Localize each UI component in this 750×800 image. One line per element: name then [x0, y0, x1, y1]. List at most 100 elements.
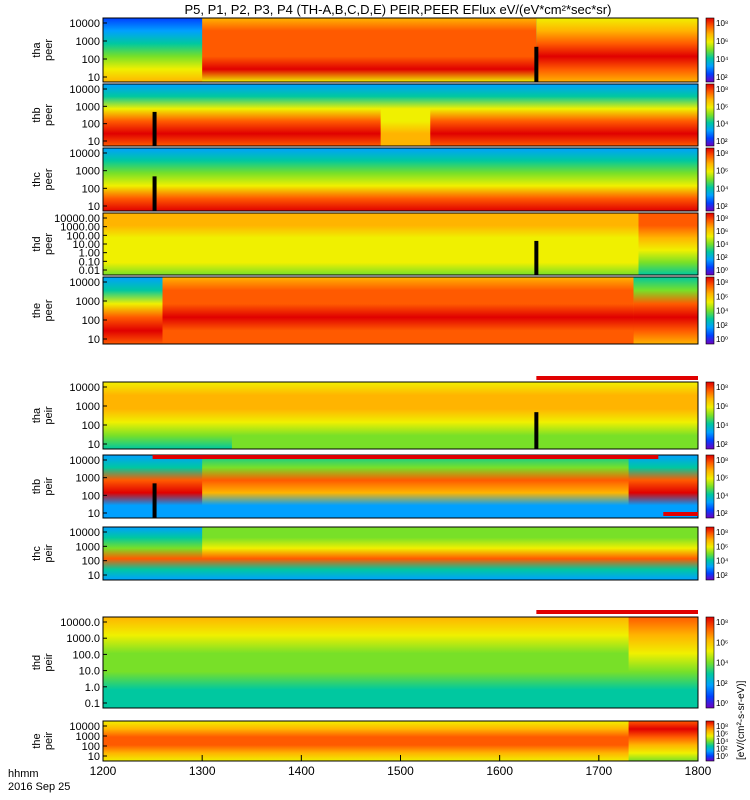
colorbar-tick-the-peer-1: 10⁶	[716, 292, 728, 301]
y-tick-label-thd-peer-4: 1.00	[79, 248, 100, 260]
colorbar-tick-thc-peer-0: 10⁸	[716, 149, 728, 158]
y-tick-label-thd-peir-0: 10000.0	[60, 617, 100, 629]
spectrogram-tha-peer-segment-0	[202, 18, 537, 82]
y-tick-label-thc-peir-0: 10000	[69, 527, 100, 539]
y-tick-label-thc-peer-2: 100	[82, 183, 100, 195]
y-tick-label-thb-peir-2: 100	[82, 490, 100, 502]
colorbar-tick-thd-peer-4: 10⁰	[716, 266, 728, 275]
colorbar-tick-the-peer-3: 10²	[716, 321, 728, 330]
y-label-thd-peer-probe: thd	[31, 236, 43, 251]
panel-thd-peir: 10000.0 1000.0 100.0 10.0 1.0 0.1 thd peir 10⁸ 10…	[31, 610, 729, 710]
y-tick-label-thb-peir-1: 1000	[76, 473, 100, 485]
y-label-tha-peer-probe: tha	[31, 41, 43, 57]
y-label-thc-peer-instrument: peer	[43, 168, 55, 190]
y-label-tha-peir-instrument: peir	[43, 406, 55, 425]
data-gap-thd-peer	[534, 240, 539, 275]
y-label-the-peir-probe: the	[31, 733, 43, 748]
colorbar-tick-thc-peer-2: 10⁴	[716, 184, 729, 193]
chart-title: P5, P1, P2, P3, P4 (TH-A,B,C,D,E) PEIR,P…	[185, 2, 612, 17]
colorbar-tick-thd-peir-3: 10²	[716, 679, 728, 688]
colorbar-tick-the-peer-0: 10⁸	[716, 278, 728, 287]
y-label-thc-peir-probe: thc	[31, 546, 43, 561]
panel-thb-peer: 10000 1000 100 10 thb peer 10⁸ 10⁶ 10⁴ 10²	[31, 83, 729, 148]
panel-frame-thc-peir	[102, 526, 699, 581]
spectrogram-tha-peir-segment-0	[231, 382, 698, 449]
y-tick-label-thc-peir-1: 1000	[76, 541, 100, 553]
colorbar-thd-peer	[705, 212, 715, 276]
colorbar-tick-thb-peir-3: 10²	[716, 509, 728, 518]
colorbar-tick-the-peir-3: 10²	[716, 745, 728, 754]
colorbar-tick-thb-peer-2: 10⁴	[716, 120, 729, 129]
y-tick-label-the-peir-2: 100	[82, 741, 100, 753]
spectrogram-thc-peir-segment-0	[202, 527, 698, 580]
x-tick-label-1600: 1600	[486, 764, 513, 778]
panel-frame-thc-peer	[102, 147, 699, 212]
y-tick-label-thd-peir-1: 1000.0	[66, 633, 100, 645]
y-tick-label-thd-peer-5: 0.10	[79, 256, 100, 268]
y-tick-label-tha-peer-2: 100	[82, 54, 100, 66]
colorbar-tha-peir	[705, 381, 715, 450]
data-gap-tha-peir	[534, 412, 539, 449]
colorbar-tick-the-peir-4: 10⁰	[716, 752, 728, 761]
colorbar-thb-peer	[705, 83, 715, 147]
colorbar-thb-peir	[705, 454, 715, 519]
y-tick-label-thc-peer-0: 10000	[69, 148, 100, 160]
spectrogram-thd-peer-background	[103, 213, 698, 275]
colorbar-tick-tha-peir-3: 10²	[716, 440, 728, 449]
colorbar-tick-tha-peer-2: 10⁴	[716, 55, 729, 64]
colorbar-tick-tha-peir-2: 10⁴	[716, 421, 729, 430]
colorbar-tick-thc-peir-1: 10⁶	[716, 542, 728, 551]
colorbar-tick-thd-peer-1: 10⁶	[716, 227, 728, 236]
y-tick-label-thd-peir-4: 1.0	[85, 682, 100, 694]
x-tick-label-1800: 1800	[685, 764, 712, 778]
colorbar-tick-thd-peir-2: 10⁴	[716, 659, 729, 668]
spectrogram-the-peir-background	[103, 721, 698, 761]
colorbar-tick-thd-peir-0: 10⁸	[716, 618, 728, 627]
y-tick-label-thb-peer-0: 10000	[69, 84, 100, 96]
panel-tha-peer: 10000 1000 100 10 tha peer 10⁸ 10⁶ 10⁴ 10²	[31, 17, 729, 84]
panel-frame-thd-peir	[102, 616, 699, 709]
colorbar-tick-thd-peer-0: 10⁸	[716, 214, 728, 223]
y-label-thb-peir-instrument: peir	[43, 477, 55, 496]
colorbar-tha-peer	[705, 17, 715, 83]
panel-the-peer: 10000 1000 100 10 the peer 10⁸ 10⁶ 10⁴ 10² 10⁰	[31, 276, 729, 346]
y-tick-label-thc-peer-1: 1000	[76, 166, 100, 178]
y-tick-label-thd-peer-3: 10.00	[72, 239, 100, 251]
y-tick-label-thd-peir-5: 0.1	[85, 698, 100, 710]
panel-frame-the-peer	[102, 276, 699, 345]
y-tick-label-the-peir-1: 1000	[76, 731, 100, 743]
panel-thb-peir: 10000 1000 100 10 thb peir 10⁸ 10⁶ 10⁴ 10²	[31, 454, 729, 520]
flag-bar-tha-peir	[536, 376, 698, 380]
flag-bar-thb-peir	[152, 455, 659, 459]
colorbar-tick-thb-peir-0: 10⁸	[716, 456, 728, 465]
panel-frame-tha-peer	[102, 17, 699, 83]
x-tick-label-1300: 1300	[189, 764, 216, 778]
y-tick-label-thd-peir-3: 10.0	[79, 666, 100, 678]
data-gap-thb-peer	[152, 111, 157, 146]
y-tick-label-the-peer-3: 10	[88, 334, 100, 346]
colorbar-tick-tha-peir-1: 10⁶	[716, 402, 728, 411]
colorbar-tick-thb-peer-1: 10⁶	[716, 102, 728, 111]
y-tick-label-thd-peer-2: 100.00	[66, 230, 100, 242]
y-label-the-peir-instrument: peir	[43, 731, 55, 750]
colorbar-tick-tha-peer-1: 10⁶	[716, 37, 728, 46]
spectrogram-thc-peer-background	[103, 148, 698, 211]
y-label-thd-peir-probe: thd	[31, 655, 43, 670]
flag-bar-thc-peir	[663, 512, 698, 516]
colorbar-the-peir	[705, 720, 715, 762]
y-label-thd-peer-instrument: peer	[43, 233, 55, 255]
y-tick-label-tha-peir-0: 10000	[69, 382, 100, 394]
y-tick-label-tha-peer-1: 1000	[76, 36, 100, 48]
colorbar-tick-thc-peer-1: 10⁶	[716, 167, 728, 176]
panel-thc-peer: 10000 1000 100 10 thc peer 10⁸ 10⁶ 10⁴ 10²	[31, 147, 729, 213]
spectrogram-the-peer-segment-1	[633, 277, 698, 344]
colorbar-tick-thb-peer-3: 10²	[716, 137, 728, 146]
data-gap-thc-peer	[152, 176, 157, 211]
colorbar-tick-thb-peer-0: 10⁸	[716, 85, 728, 94]
flag-bar-thd-peir	[536, 610, 698, 614]
y-label-the-peer-probe: the	[31, 303, 43, 318]
x-axis-label-date: 2016 Sep 25	[8, 781, 70, 793]
colorbar-thc-peer	[705, 147, 715, 212]
panel-thc-peir: 10000 1000 100 10 thc peir 10⁸ 10⁶ 10⁴ 10²	[31, 512, 729, 582]
